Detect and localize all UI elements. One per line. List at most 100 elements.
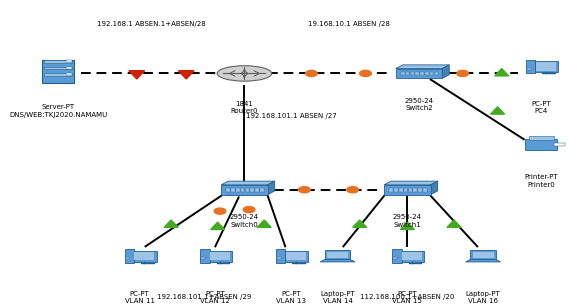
Polygon shape — [211, 222, 225, 230]
Bar — [246, 188, 249, 192]
Bar — [255, 188, 259, 192]
Bar — [525, 139, 557, 150]
Bar — [42, 60, 74, 83]
Bar — [327, 252, 348, 258]
Bar — [404, 188, 407, 192]
Bar — [210, 252, 230, 260]
Bar — [277, 257, 281, 259]
Bar — [401, 72, 404, 75]
Text: 19.168.10.1 ABSEN /28: 19.168.10.1 ABSEN /28 — [308, 21, 390, 28]
Text: PC-PT
PC4: PC-PT PC4 — [531, 101, 551, 114]
Bar — [435, 72, 438, 75]
Bar — [286, 252, 306, 260]
Bar — [66, 60, 72, 62]
Bar — [534, 61, 558, 72]
Text: 2950-24
Switch2: 2950-24 Switch2 — [404, 98, 434, 111]
Text: Laptop-PT
VLAN 14: Laptop-PT VLAN 14 — [320, 291, 355, 304]
Bar — [389, 188, 393, 192]
Bar — [527, 68, 531, 70]
Polygon shape — [447, 220, 461, 227]
Bar — [66, 73, 72, 75]
Bar — [406, 72, 409, 75]
Text: PC-PT
VLAN 11: PC-PT VLAN 11 — [125, 291, 155, 304]
Bar — [430, 72, 434, 75]
Bar — [260, 188, 264, 192]
Text: 192.168.101.1 ABSEN /27: 192.168.101.1 ABSEN /27 — [246, 113, 336, 119]
Text: PC-PT
VLAN 13: PC-PT VLAN 13 — [276, 291, 306, 304]
Polygon shape — [442, 65, 449, 78]
Bar — [132, 251, 157, 262]
Bar — [325, 250, 350, 259]
Bar — [134, 252, 154, 260]
Bar — [400, 251, 424, 262]
Text: Printer-PT
Printer0: Printer-PT Printer0 — [524, 174, 558, 188]
Polygon shape — [396, 65, 449, 69]
Text: 2950-24
Switch0: 2950-24 Switch0 — [230, 214, 259, 228]
Bar — [236, 188, 240, 192]
Bar — [423, 188, 427, 192]
Circle shape — [243, 207, 255, 213]
Ellipse shape — [217, 66, 272, 81]
Circle shape — [360, 70, 371, 76]
Bar — [126, 257, 129, 259]
Bar — [554, 143, 565, 146]
Bar — [399, 188, 403, 192]
Text: PC-PT
VLAN 15: PC-PT VLAN 15 — [392, 291, 423, 304]
Bar — [470, 250, 496, 259]
Polygon shape — [353, 220, 367, 227]
Polygon shape — [491, 107, 505, 114]
Bar — [250, 188, 254, 192]
Bar — [396, 69, 442, 78]
Bar — [411, 72, 414, 75]
Polygon shape — [495, 69, 509, 76]
Polygon shape — [178, 71, 194, 79]
Circle shape — [457, 70, 469, 76]
Polygon shape — [431, 181, 438, 195]
Text: PC-PT
VLAN 12: PC-PT VLAN 12 — [200, 291, 230, 304]
Bar — [283, 251, 308, 262]
Bar — [416, 72, 419, 75]
Bar — [394, 188, 398, 192]
Text: 112.168.100.1+ABSEN /20: 112.168.100.1+ABSEN /20 — [360, 294, 455, 300]
Bar — [208, 251, 232, 262]
Bar — [226, 188, 230, 192]
Bar — [473, 252, 494, 258]
Bar — [276, 249, 285, 263]
Bar — [392, 249, 402, 263]
Text: 192.168.1 ABSEN.1+ABSEN/28: 192.168.1 ABSEN.1+ABSEN/28 — [97, 21, 205, 28]
Text: 2950-24
Switch1: 2950-24 Switch1 — [393, 214, 422, 228]
Bar — [201, 257, 205, 259]
Circle shape — [299, 187, 310, 193]
Bar — [231, 188, 235, 192]
Text: Laptop-PT
VLAN 16: Laptop-PT VLAN 16 — [466, 291, 501, 304]
Bar — [44, 60, 72, 63]
Bar — [44, 73, 72, 76]
Bar — [418, 188, 422, 192]
Polygon shape — [384, 181, 438, 185]
Circle shape — [214, 208, 226, 214]
Bar — [526, 60, 535, 73]
Text: 1841
Router0: 1841 Router0 — [230, 101, 258, 114]
Bar — [125, 249, 134, 263]
Bar — [44, 66, 72, 69]
Bar — [384, 185, 431, 195]
Bar — [420, 72, 424, 75]
Polygon shape — [268, 181, 275, 195]
Polygon shape — [164, 220, 178, 227]
Polygon shape — [257, 220, 271, 227]
Bar — [425, 72, 428, 75]
Polygon shape — [129, 71, 144, 79]
Polygon shape — [466, 259, 501, 262]
Text: 192.168.101.1+ABSEN /29: 192.168.101.1+ABSEN /29 — [157, 294, 251, 300]
Bar — [413, 188, 417, 192]
Bar — [529, 136, 554, 140]
Polygon shape — [221, 181, 275, 185]
Bar — [536, 62, 556, 71]
Bar — [66, 67, 72, 69]
Polygon shape — [400, 222, 414, 230]
Circle shape — [306, 70, 317, 76]
Bar — [393, 257, 397, 259]
Circle shape — [347, 187, 359, 193]
Text: Server-PT
DNS/WEB:TKJ2020.NAMAMU: Server-PT DNS/WEB:TKJ2020.NAMAMU — [9, 104, 107, 118]
Bar — [200, 249, 210, 263]
